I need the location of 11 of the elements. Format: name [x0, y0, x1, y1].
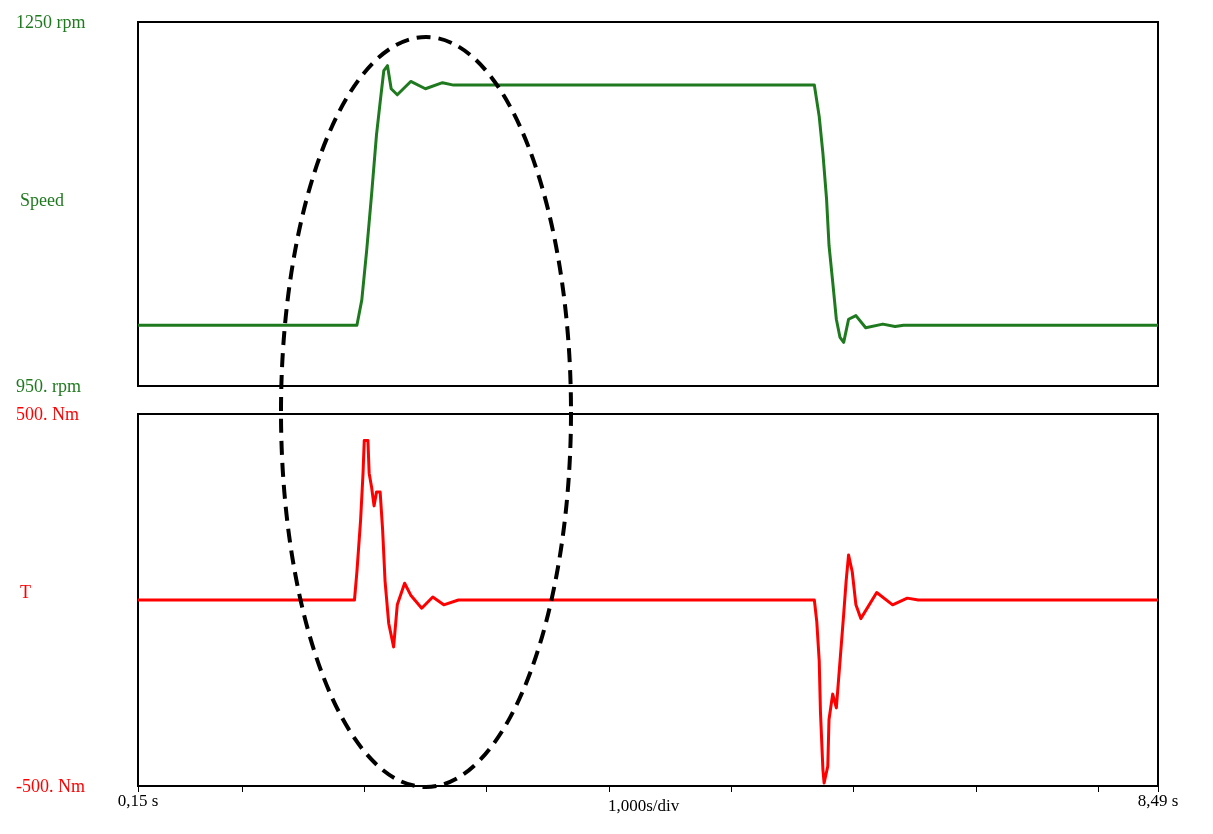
x-axis-title: 1,000s/div — [608, 796, 680, 815]
x-tick-label: 8,49 s — [1137, 791, 1179, 810]
y-tick-label: 500. Nm — [16, 404, 79, 424]
y-axis-title: Speed — [20, 190, 64, 210]
line-series — [136, 438, 1160, 785]
y-tick-label: 950. rpm — [16, 376, 81, 396]
y-tick-label: -500. Nm — [16, 776, 85, 796]
y-axis-title: T — [20, 582, 31, 602]
y-tick-label: 1250 rpm — [16, 12, 86, 32]
x-tick-label: 0,15 s — [117, 791, 159, 810]
line-series — [136, 64, 1160, 344]
